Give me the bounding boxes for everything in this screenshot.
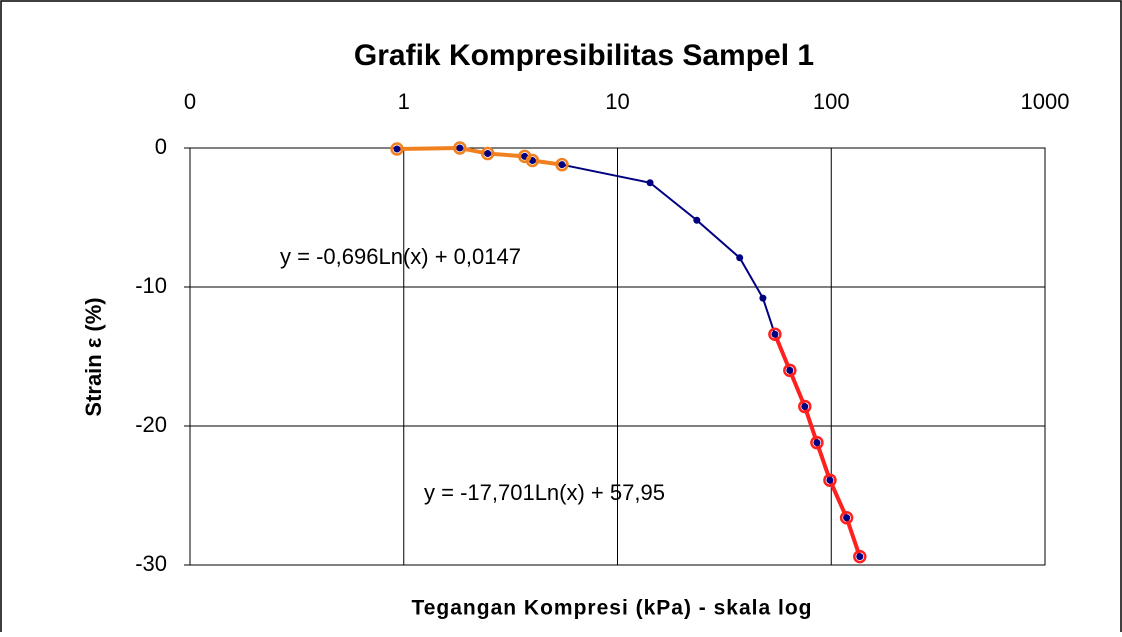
data-point <box>839 510 854 525</box>
data-point <box>798 399 812 414</box>
x-tick-label: 1000 <box>1021 89 1070 114</box>
y-tick-label: 0 <box>155 134 167 159</box>
data-point <box>390 142 404 156</box>
data-point <box>558 161 566 169</box>
equation: y = -17,701Ln(x) + 57,95 <box>424 480 665 505</box>
data-point <box>786 366 794 374</box>
data-point <box>393 145 401 153</box>
data-point <box>856 553 864 561</box>
y-axis-title: Strain ε (%) <box>81 297 106 416</box>
data-point <box>810 435 824 450</box>
data-point <box>646 179 654 187</box>
x-axis-title: Tegangan Kompresi (kPa) - skala log <box>411 597 812 620</box>
chart-title: Grafik Kompresibilitas Sampel 1 <box>354 39 814 72</box>
data-point <box>813 439 821 447</box>
data-point <box>484 150 492 158</box>
y-tick-label: -30 <box>135 551 167 576</box>
data-point <box>823 473 837 487</box>
y-tick-label: -10 <box>135 273 167 298</box>
x-tick-label: 1 <box>398 89 410 114</box>
data-point <box>853 549 867 564</box>
data-point <box>759 294 767 302</box>
data-point <box>693 216 701 224</box>
x-tick-label: 10 <box>605 89 629 114</box>
data-point <box>843 514 851 522</box>
data-point <box>456 144 464 152</box>
equation: y = -0,696Ln(x) + 0,0147 <box>280 244 521 269</box>
data-point <box>771 330 779 338</box>
data-point <box>555 157 569 172</box>
data-point <box>801 403 809 411</box>
data-point <box>525 153 540 168</box>
data-point <box>736 254 744 262</box>
y-tick-label: -20 <box>135 412 167 437</box>
x-tick-label: 0 <box>184 89 196 114</box>
data-point <box>480 146 495 161</box>
x-tick-label: 100 <box>813 89 850 114</box>
data-point <box>768 327 782 342</box>
data-point <box>453 141 467 155</box>
data-point <box>826 476 834 484</box>
data-point <box>783 363 797 378</box>
